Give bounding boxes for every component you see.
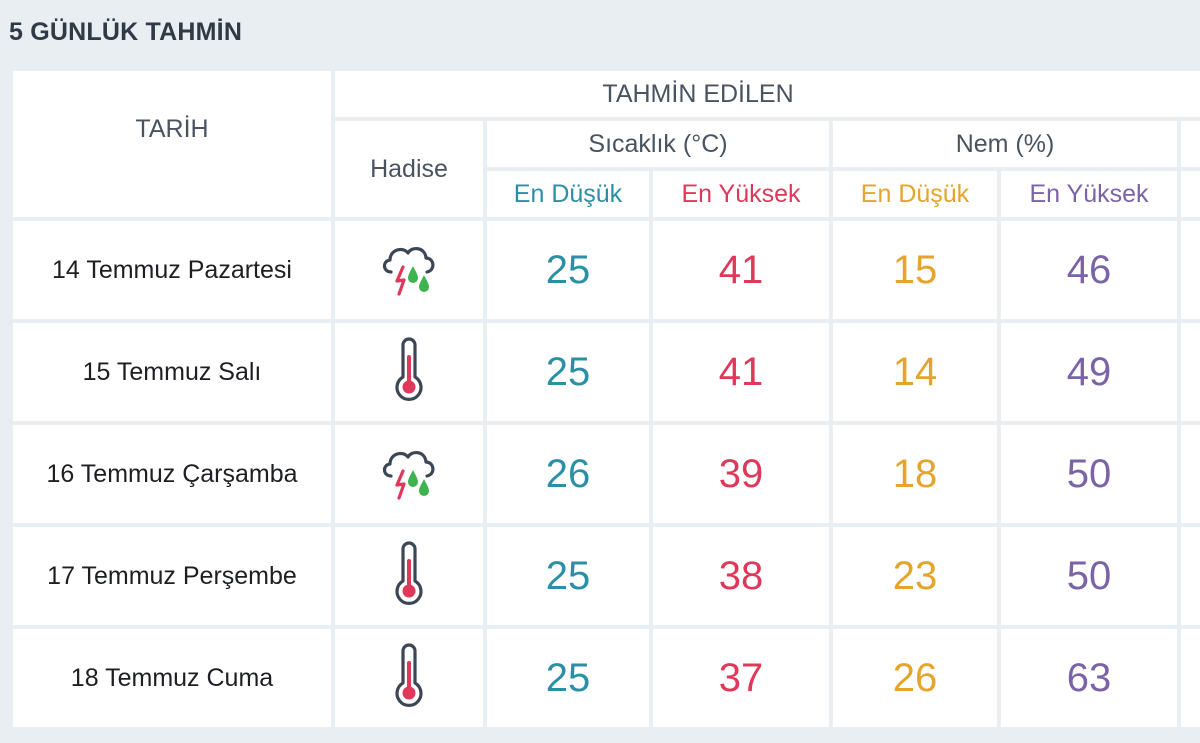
header-sicaklik: Sıcaklık (°C) <box>487 121 829 167</box>
row-temp-max: 39 <box>653 425 829 523</box>
row-hum-min: 14 <box>833 323 997 421</box>
row-hadise <box>335 221 483 319</box>
row-hum-max: 63 <box>1001 629 1177 727</box>
header-sicaklik-en-dusuk: En Düşük <box>487 171 649 217</box>
row-temp-max: 38 <box>653 527 829 625</box>
row-temp-min: 26 <box>487 425 649 523</box>
row-hum-max: 46 <box>1001 221 1177 319</box>
thermometer-hot-icon <box>389 540 429 612</box>
header-nem-en-yuksek: En Yüksek <box>1001 171 1177 217</box>
table-row: 18 Temmuz Cuma 25 37 26 63 <box>13 629 1200 727</box>
header-extra-sub <box>1181 171 1200 217</box>
forecast-table: TARİH TAHMİN EDİLEN Hadise Sıcaklık (°C)… <box>9 67 1200 731</box>
row-temp-max: 41 <box>653 221 829 319</box>
header-sicaklik-en-yuksek: En Yüksek <box>653 171 829 217</box>
row-date: 14 Temmuz Pazartesi <box>13 221 331 319</box>
table-row: 17 Temmuz Perşembe 25 38 23 50 <box>13 527 1200 625</box>
row-hum-min: 23 <box>833 527 997 625</box>
row-temp-min: 25 <box>487 527 649 625</box>
row-extra <box>1181 629 1200 727</box>
row-temp-max: 37 <box>653 629 829 727</box>
row-temp-min: 25 <box>487 221 649 319</box>
row-extra <box>1181 425 1200 523</box>
row-temp-min: 25 <box>487 629 649 727</box>
thermometer-hot-icon <box>389 336 429 408</box>
row-hadise <box>335 527 483 625</box>
row-temp-max: 41 <box>653 323 829 421</box>
header-tarih: TARİH <box>13 71 331 217</box>
row-hum-max: 50 <box>1001 425 1177 523</box>
section-title: 5 GÜNLÜK TAHMİN <box>9 18 243 46</box>
table-row: 14 Temmuz Pazartesi 25 41 15 46 <box>13 221 1200 319</box>
header-nem: Nem (%) <box>833 121 1177 167</box>
row-date: 17 Temmuz Perşembe <box>13 527 331 625</box>
table-row: 16 Temmuz Çarşamba 26 39 18 50 <box>13 425 1200 523</box>
row-date: 16 Temmuz Çarşamba <box>13 425 331 523</box>
row-extra <box>1181 221 1200 319</box>
row-hum-max: 49 <box>1001 323 1177 421</box>
thunderstorm-rain-icon <box>377 440 441 509</box>
header-tahmin-edilen: TAHMİN EDİLEN <box>335 71 1200 117</box>
row-hadise <box>335 323 483 421</box>
row-date: 15 Temmuz Salı <box>13 323 331 421</box>
header-hadise: Hadise <box>335 121 483 217</box>
row-extra <box>1181 527 1200 625</box>
row-hum-min: 26 <box>833 629 997 727</box>
table-row: 15 Temmuz Salı 25 41 14 49 <box>13 323 1200 421</box>
thunderstorm-rain-icon <box>377 236 441 305</box>
row-hum-min: 18 <box>833 425 997 523</box>
thermometer-hot-icon <box>389 642 429 714</box>
header-extra <box>1181 121 1200 167</box>
row-hadise <box>335 629 483 727</box>
row-hum-min: 15 <box>833 221 997 319</box>
row-extra <box>1181 323 1200 421</box>
row-hum-max: 50 <box>1001 527 1177 625</box>
header-nem-en-dusuk: En Düşük <box>833 171 997 217</box>
row-date: 18 Temmuz Cuma <box>13 629 331 727</box>
row-hadise <box>335 425 483 523</box>
row-temp-min: 25 <box>487 323 649 421</box>
